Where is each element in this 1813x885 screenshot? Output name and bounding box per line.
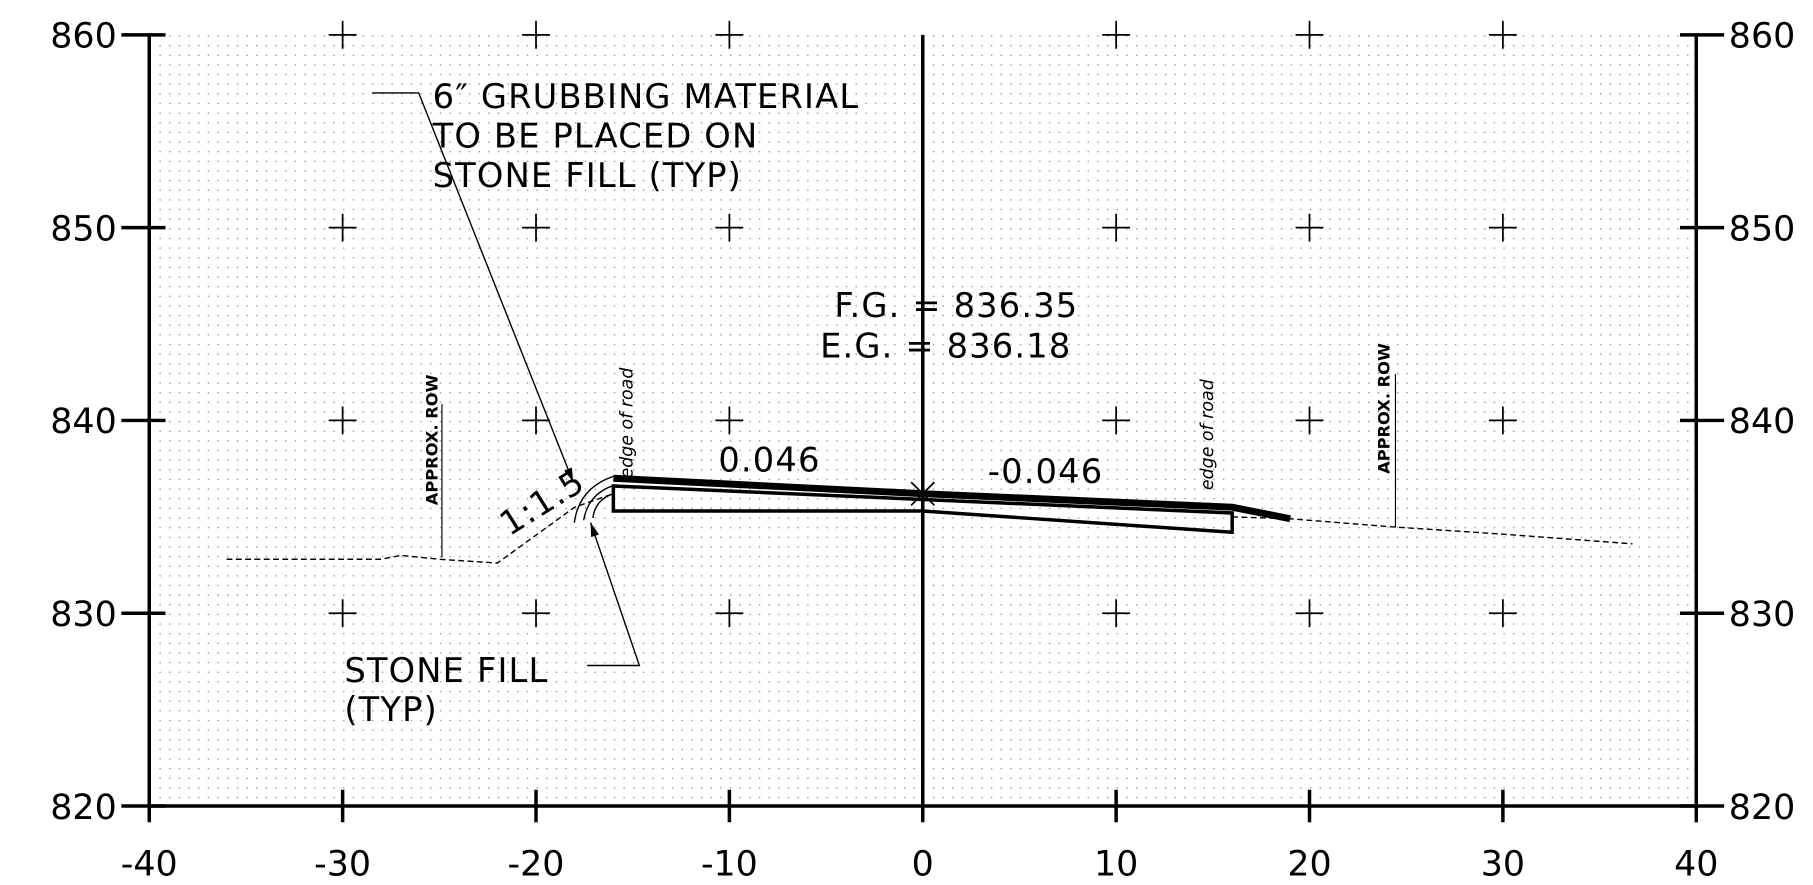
grid-cross bbox=[1295, 406, 1324, 435]
grid-cross bbox=[1295, 20, 1324, 49]
grid-cross bbox=[522, 599, 550, 628]
note: STONE FILL bbox=[344, 651, 548, 690]
row-label: APPROX. ROW bbox=[422, 374, 441, 505]
finished-grade: F.G. = 836.35 bbox=[834, 286, 1078, 325]
y-tick-label: 850 bbox=[1729, 209, 1795, 249]
leader bbox=[587, 522, 641, 667]
plot: -40 -30 -20 -10 0 10 20 30 40 820 820 830 830 840 840 8… bbox=[50, 17, 1795, 885]
note: 6″ GRUBBING MATERIAL bbox=[433, 77, 860, 116]
grid-cross bbox=[1295, 599, 1324, 628]
x-tick-label: 20 bbox=[1287, 845, 1331, 885]
grid-cross bbox=[328, 20, 357, 49]
x-tick-label: -20 bbox=[508, 845, 565, 885]
y-tick-label: 860 bbox=[1729, 17, 1795, 57]
slope-label: 0.046 bbox=[718, 441, 820, 480]
grid-cross bbox=[328, 213, 357, 242]
y-tick-label: 830 bbox=[1729, 595, 1795, 635]
grid-cross bbox=[328, 599, 357, 628]
x-tick-label: -30 bbox=[314, 845, 371, 885]
edge-of-road: edge of road bbox=[1198, 378, 1218, 490]
note: STONE FILL (TYP) bbox=[433, 156, 742, 195]
y-tick-label: 840 bbox=[50, 402, 116, 442]
grid-cross bbox=[1488, 20, 1517, 49]
edge-of-road: edge of road bbox=[617, 367, 637, 479]
grid-cross bbox=[715, 213, 744, 242]
note: (TYP) bbox=[344, 690, 438, 729]
leader bbox=[372, 92, 574, 483]
x-tick-label: 40 bbox=[1674, 845, 1718, 885]
grid-cross bbox=[715, 599, 744, 628]
x-tick-label: 30 bbox=[1481, 845, 1525, 885]
slope-label: -0.046 bbox=[988, 452, 1104, 491]
x-tick-label: 0 bbox=[912, 845, 934, 885]
grid-cross bbox=[1488, 213, 1517, 242]
grid-cross bbox=[715, 406, 744, 435]
y-tick-label: 820 bbox=[1729, 788, 1795, 828]
y-tick-label: 850 bbox=[50, 209, 116, 249]
grid-cross bbox=[1102, 599, 1131, 628]
grid-cross bbox=[328, 406, 357, 435]
grid-cross bbox=[1102, 406, 1131, 435]
grid-cross bbox=[715, 20, 744, 49]
x-tick-label: -10 bbox=[701, 845, 758, 885]
grid-cross bbox=[1488, 599, 1517, 628]
existing-ground bbox=[226, 493, 614, 564]
existing-grade: E.G. = 836.18 bbox=[820, 327, 1071, 366]
x-tick-label: 10 bbox=[1094, 845, 1138, 885]
grid-cross bbox=[1102, 20, 1131, 49]
grid-cross bbox=[1295, 213, 1324, 242]
grid-cross bbox=[1102, 213, 1131, 242]
x-tick-label: -40 bbox=[121, 845, 178, 885]
grid-cross bbox=[522, 406, 550, 435]
y-tick-label: 820 bbox=[50, 788, 116, 828]
grid-cross bbox=[1488, 406, 1517, 435]
grid-cross bbox=[522, 213, 550, 242]
note: TO BE PLACED ON bbox=[432, 117, 759, 156]
y-tick-label: 830 bbox=[50, 595, 116, 635]
stone-fill bbox=[573, 475, 615, 523]
y-tick-label: 840 bbox=[1729, 402, 1795, 442]
finished-grade bbox=[613, 474, 1291, 523]
y-tick-label: 860 bbox=[50, 17, 116, 57]
row-label: APPROX. ROW bbox=[1375, 343, 1394, 474]
pavement-box bbox=[921, 497, 1234, 535]
grid-cross bbox=[522, 20, 550, 49]
